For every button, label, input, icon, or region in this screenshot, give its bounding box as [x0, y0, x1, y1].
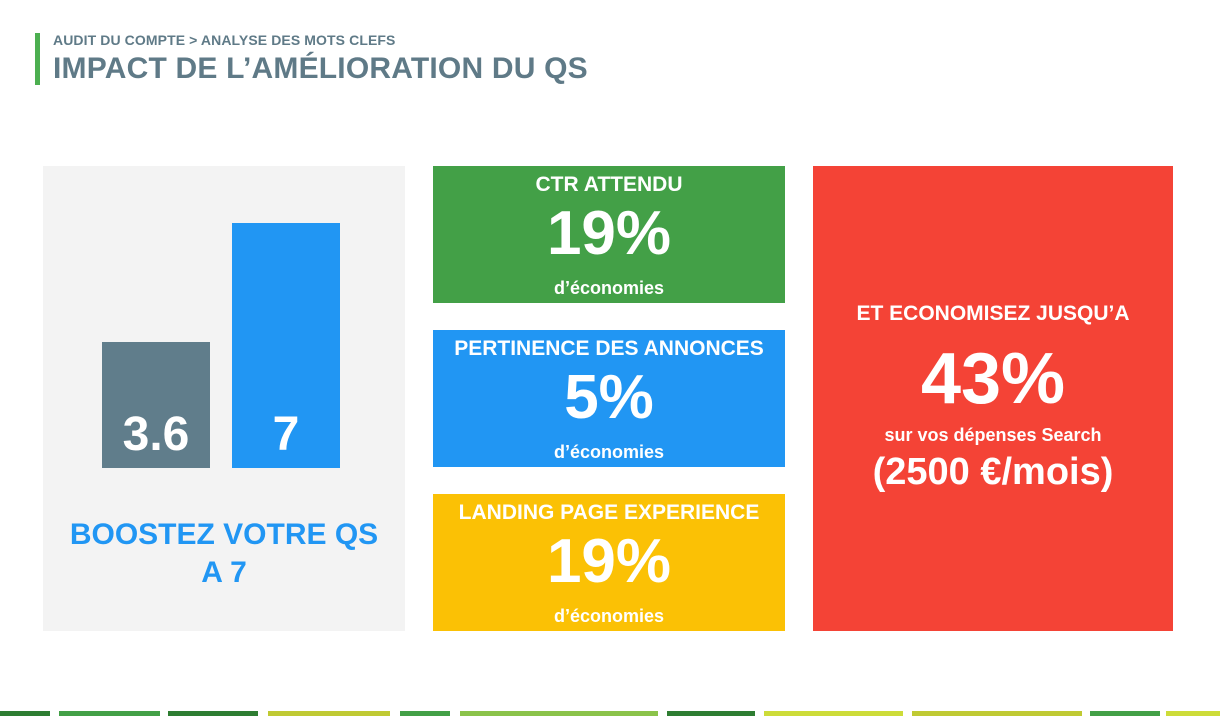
footer-segment [460, 711, 658, 716]
metric-value: 19% [546, 199, 672, 268]
footer-segment [912, 711, 1082, 716]
footer-segment [1166, 711, 1220, 716]
footer-segment [400, 711, 450, 716]
qs-caption-line1: BOOSTEZ VOTRE QS [69, 518, 379, 551]
metric-sub: d’économies [553, 278, 665, 298]
footer-segment [667, 711, 755, 716]
metric-value: 5% [564, 363, 654, 432]
qs-bar-value-label: 3.6 [123, 408, 190, 461]
page-title: IMPACT DE L’AMÉLIORATION DU QS [53, 52, 588, 85]
savings-value: 43% [920, 339, 1066, 419]
qs-bar-chart: 3.6 7 [102, 223, 340, 468]
qs-bar-current [102, 342, 210, 468]
savings-label: ET ECONOMISEZ JUSQU’A [856, 302, 1130, 325]
metric-card-landing-page: LANDING PAGE EXPERIENCE 19% d’économies [433, 494, 785, 631]
qs-caption: BOOSTEZ VOTRE QS A 7 [43, 516, 405, 592]
metric-card-ctr: CTR ATTENDU 19% d’économies [433, 166, 785, 303]
footer-segment [168, 711, 258, 716]
title-accent-bar [35, 33, 40, 85]
metric-sub: d’économies [553, 606, 665, 626]
metric-sub: d’économies [553, 442, 665, 462]
metric-label: CTR ATTENDU [535, 173, 683, 196]
footer-segment [0, 711, 50, 716]
metric-card-ad-relevance: PERTINENCE DES ANNONCES 5% d’économies [433, 330, 785, 467]
footer-segment [59, 711, 160, 716]
qs-panel: 3.6 7 BOOSTEZ VOTRE QS A 7 [43, 166, 405, 631]
qs-bar-target [232, 223, 340, 468]
breadcrumb: AUDIT DU COMPTE > ANALYSE DES MOTS CLEFS [53, 32, 396, 48]
metric-value: 19% [546, 527, 672, 596]
footer-segment [1090, 711, 1160, 716]
qs-caption-line2: A 7 [201, 556, 247, 589]
metric-label: PERTINENCE DES ANNONCES [454, 337, 764, 360]
footer-segment [764, 711, 903, 716]
footer-color-strip [0, 711, 1220, 716]
savings-amount: (2500 €/mois) [872, 451, 1114, 493]
qs-bar-value-label: 7 [273, 408, 300, 461]
savings-sub: sur vos dépenses Search [884, 425, 1102, 445]
footer-segment [268, 711, 390, 716]
savings-panel: ET ECONOMISEZ JUSQU’A 43% sur vos dépens… [813, 166, 1173, 631]
metric-label: LANDING PAGE EXPERIENCE [458, 501, 760, 524]
